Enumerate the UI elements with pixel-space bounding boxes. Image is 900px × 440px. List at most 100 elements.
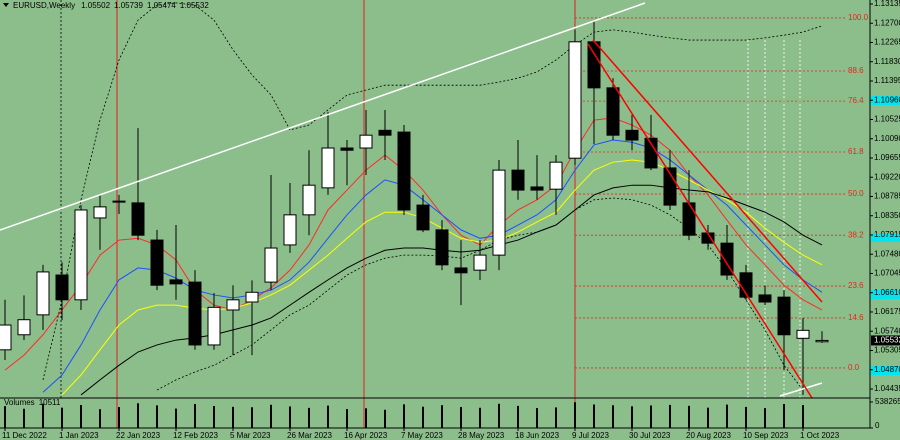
- price-highlight: [871, 233, 900, 242]
- moving-average: [80, 184, 823, 396]
- menu-arrow[interactable]: [3, 3, 9, 7]
- moving-average: [4, 117, 823, 371]
- last-price-label: 1.05532: [874, 336, 900, 345]
- y-tick-label: 1.06175: [874, 307, 900, 316]
- y-tick-label: 1.11395: [874, 76, 900, 85]
- candle-body: [74, 209, 88, 301]
- symbol: EURUSD,Weekly: [13, 1, 75, 10]
- channel-line: [587, 43, 813, 399]
- price-highlight: [871, 96, 900, 105]
- candle-body: [283, 214, 297, 246]
- moving-average: [42, 139, 823, 393]
- y-tick-label: 1.10525: [874, 115, 900, 124]
- candle-body: [55, 274, 69, 301]
- candle-body: [587, 41, 601, 89]
- candle-body: [359, 134, 373, 149]
- candle-body: [321, 147, 335, 189]
- candle-body: [0, 324, 12, 351]
- main-layer: 100.0 88.6 76.4 61.8 50.0 38.2 23.6 14.6 0.0: [0, 2, 869, 428]
- open-value: 1.05502: [81, 1, 110, 10]
- x-tick-label: 1 Oct 2023: [800, 431, 840, 440]
- candle-body: [36, 271, 50, 316]
- x-tick-label: 22 Jan 2023: [116, 431, 161, 440]
- candle-body: [492, 169, 506, 256]
- fib-label: 0.0: [848, 363, 860, 372]
- volume-tick-label: 538265: [875, 397, 900, 406]
- low-value: 1.05474: [147, 1, 176, 10]
- channel-line: [592, 39, 823, 303]
- x-tick-label: 16 Apr 2023: [344, 431, 388, 440]
- y-tick-label: 1.12700: [874, 18, 900, 27]
- candle-body: [302, 184, 316, 216]
- candle-body: [397, 131, 411, 211]
- volume-value: 10511: [39, 398, 61, 407]
- candle-body: [17, 319, 31, 336]
- trend-line: [779, 382, 823, 397]
- fib-label: 50.0: [848, 189, 864, 198]
- x-tick-label: 12 Feb 2023: [173, 431, 218, 440]
- y-tick-label: 1.07480: [874, 249, 900, 258]
- candle-body: [796, 329, 810, 339]
- x-tick-label: 10 Sep 2023: [743, 431, 789, 440]
- candle-body: [188, 281, 202, 346]
- fib-label: 14.6: [848, 313, 864, 322]
- candle-body: [682, 202, 696, 236]
- candle-body: [777, 296, 791, 336]
- x-tick-label: 7 May 2023: [401, 431, 443, 440]
- candle-body: [568, 41, 582, 159]
- y-tick-label: 1.04435: [874, 384, 900, 393]
- candle-body: [93, 206, 107, 219]
- candle-body: [530, 186, 544, 191]
- x-tick-label: 5 Mar 2023: [230, 431, 271, 440]
- last-price-box: [871, 335, 900, 346]
- candle-body: [264, 247, 278, 283]
- candle-body: [606, 87, 620, 136]
- volume-label: Volumes: [4, 398, 35, 407]
- top-layer: EURUSD,Weekly 1.05502 1.05739 1.05474 1.0553…: [0, 0, 871, 429]
- close-value: 1.05532: [180, 1, 209, 10]
- candle-body: [378, 129, 392, 136]
- x-tick-label: 11 Dec 2022: [2, 431, 47, 440]
- fib-label: 88.6: [848, 66, 864, 75]
- x-tick-label: 1 Jan 2023: [59, 431, 99, 440]
- x-tick-label: 28 May 2023: [458, 431, 505, 440]
- band-line: [42, 2, 823, 380]
- x-tick-label: 9 Jul 2023: [572, 431, 609, 440]
- y-tick-label: 1.06610: [874, 288, 900, 297]
- y-tick-label: 1.05305: [874, 346, 900, 355]
- fib-label: 23.6: [848, 281, 864, 290]
- y-tick-label: 1.08785: [874, 192, 900, 201]
- candle-body: [131, 202, 145, 236]
- candle-body: [169, 279, 183, 285]
- y-tick-label: 1.05740: [874, 326, 900, 335]
- y-tick-label: 1.09655: [874, 153, 900, 162]
- y-tick-label: 1.11830: [874, 57, 900, 66]
- y-tick-label: 1.07915: [874, 230, 900, 239]
- volume-title: Volumes 10511: [4, 398, 61, 407]
- price-highlight: [871, 290, 900, 299]
- fib-label: 100.0: [848, 13, 869, 22]
- band-line: [156, 197, 804, 391]
- candle-body: [435, 229, 449, 266]
- fib-label: 76.4: [848, 96, 864, 105]
- candle-body: [758, 294, 772, 303]
- y-tick-label: 1.12265: [874, 38, 900, 47]
- y-tick-label: 1.13135: [874, 0, 900, 8]
- high-value: 1.05739: [114, 1, 143, 10]
- y-tick-label: 1.04870: [874, 365, 900, 374]
- trend-line: [0, 2, 646, 231]
- y-tick-label: 1.10960: [874, 95, 900, 104]
- candle-body: [112, 200, 126, 203]
- candle-body: [625, 129, 639, 141]
- candle-body: [245, 291, 259, 303]
- y-tick-label: 1.08350: [874, 211, 900, 220]
- x-tick-label: 30 Jul 2023: [629, 431, 671, 440]
- candle-body: [549, 161, 563, 190]
- x-tick-label: 26 Mar 2023: [287, 431, 332, 440]
- candle-body: [511, 169, 525, 191]
- volume-tick-label: 0: [875, 421, 880, 430]
- candle-body: [150, 239, 164, 286]
